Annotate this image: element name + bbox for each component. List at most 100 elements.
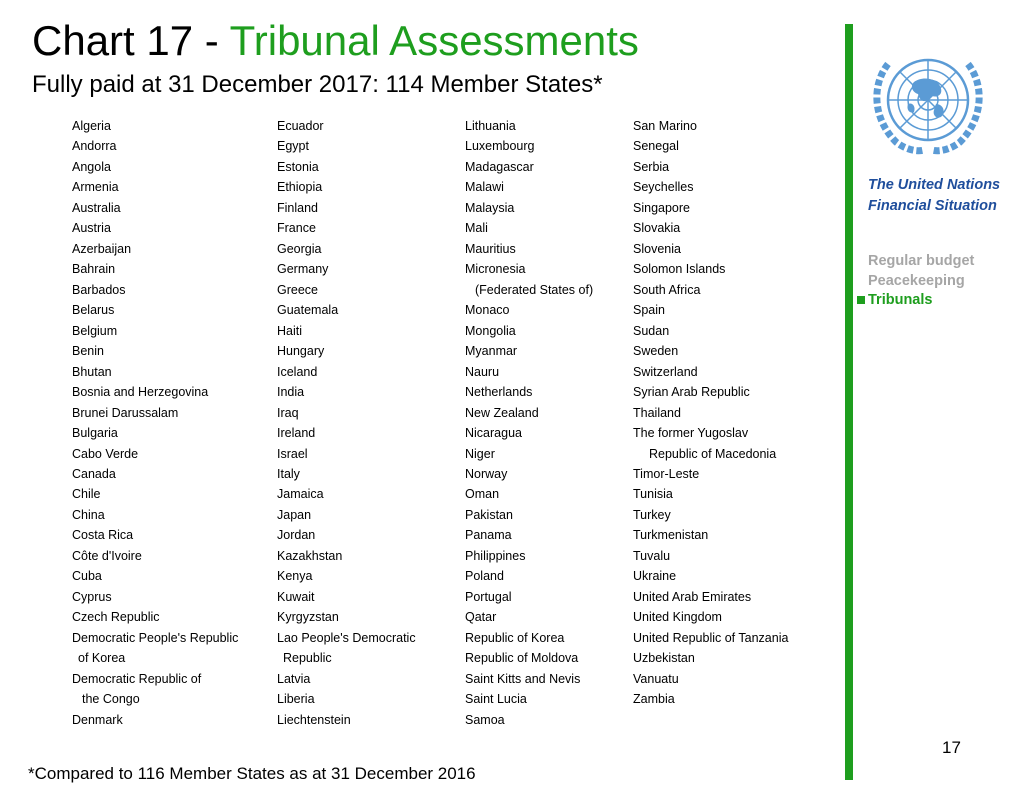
list-item: India (277, 385, 305, 400)
list-item: Ethiopia (277, 180, 323, 195)
list-item: Greece (277, 282, 318, 297)
list-item: Brunei Darussalam (72, 405, 179, 420)
list-item: Serbia (633, 159, 670, 174)
list-item: Jamaica (277, 487, 324, 502)
sidebar-title-line-1: The United Nations (868, 177, 1001, 193)
list-item: Pakistan (465, 507, 513, 522)
list-item: Republic (283, 651, 332, 666)
list-item: Egypt (277, 139, 309, 154)
country-column-2: Ecuador Egypt Estonia Ethiopia Finland F… (277, 116, 416, 730)
active-bullet-icon (857, 296, 865, 304)
list-item: Latvia (277, 671, 311, 686)
sidebar-item-peacekeeping[interactable]: Peacekeeping (868, 272, 965, 289)
list-item: Liberia (277, 692, 315, 707)
list-item: Bhutan (72, 364, 112, 379)
list-item: Ireland (277, 426, 316, 441)
sidebar-item-regular-budget[interactable]: Regular budget (868, 253, 975, 269)
list-item: Turkmenistan (633, 528, 709, 543)
list-item: Barbados (72, 282, 126, 297)
list-item: Ecuador (277, 119, 324, 133)
list-item: Slovenia (633, 241, 681, 256)
list-item: the Congo (82, 692, 140, 707)
list-item: France (277, 221, 316, 236)
list-item: Israel (277, 446, 308, 461)
list-item: Tuvalu (633, 548, 671, 563)
list-item: Sudan (633, 323, 670, 338)
list-item: Iceland (277, 364, 318, 379)
list-item: Italy (277, 466, 300, 481)
list-item: San Marino (633, 119, 697, 133)
list-item: Timor-Leste (633, 466, 700, 481)
list-item: China (72, 507, 105, 522)
list-item: Myanmar (465, 344, 518, 359)
list-item: Kuwait (277, 589, 315, 604)
list-item: Kyrgyzstan (277, 610, 339, 625)
list-item: Thailand (633, 405, 681, 420)
list-item: United Republic of Tanzania (633, 630, 789, 645)
list-item: Cyprus (72, 589, 112, 604)
list-item: New Zealand (465, 405, 539, 420)
list-item: Switzerland (633, 364, 698, 379)
list-item: Niger (465, 446, 495, 461)
list-item: United Kingdom (633, 610, 722, 625)
list-item: Kazakhstan (277, 548, 343, 563)
list-item: Hungary (277, 344, 325, 359)
list-item: Japan (277, 507, 312, 522)
list-item: Bahrain (72, 262, 116, 277)
list-item: Canada (72, 466, 116, 481)
list-item: Lithuania (465, 119, 516, 133)
page-title: Chart 17 - Tribunal Assessments (32, 16, 639, 66)
list-item: Finland (277, 200, 318, 215)
list-item: Oman (465, 487, 500, 502)
list-item: United Arab Emirates (633, 589, 752, 604)
sidebar-item-tribunals[interactable]: Tribunals (857, 291, 974, 311)
list-item: (Federated States of) (475, 282, 594, 297)
un-emblem-icon (873, 58, 983, 155)
list-item: Senegal (633, 139, 679, 154)
list-item: Republic of Macedonia (649, 446, 777, 461)
country-column-3: Lithuania Luxembourg Madagascar Malawi M… (465, 116, 593, 730)
list-item: South Africa (633, 282, 701, 297)
sidebar-title: The United Nations Financial Situation (868, 175, 1000, 217)
list-item: Democratic Republic of (72, 671, 202, 686)
list-item: Cuba (72, 569, 102, 584)
list-item: Saint Kitts and Nevis (465, 671, 581, 686)
list-item: Qatar (465, 610, 497, 625)
list-item: Algeria (72, 119, 111, 133)
sidebar-item-label: Tribunals (868, 292, 933, 308)
list-item: Monaco (465, 303, 510, 318)
list-item: Netherlands (465, 385, 533, 400)
list-item: Solomon Islands (633, 262, 726, 277)
list-item: Costa Rica (72, 528, 134, 543)
list-item: Andorra (72, 139, 117, 154)
footnote: *Compared to 116 Member States as at 31 … (28, 764, 476, 783)
list-item: Vanuatu (633, 671, 679, 686)
page-subtitle: Fully paid at 31 December 2017: 114 Memb… (32, 71, 603, 98)
page-number: 17 (942, 738, 961, 757)
list-item: of Korea (78, 651, 126, 666)
list-item: Micronesia (465, 262, 526, 277)
list-item: Chile (72, 487, 101, 502)
list-item: Estonia (277, 159, 319, 174)
list-item: Mongolia (465, 323, 516, 338)
list-item: Haiti (277, 323, 303, 338)
list-item: Sweden (633, 344, 679, 359)
list-item: Germany (277, 262, 329, 277)
list-item: Seychelles (633, 180, 694, 195)
list-item: Liechtenstein (277, 712, 351, 727)
list-item: Turkey (633, 507, 671, 522)
list-item: Belarus (72, 303, 115, 318)
list-item: Angola (72, 159, 111, 174)
list-item: Australia (72, 200, 121, 215)
list-item: Mauritius (465, 241, 516, 256)
list-item: Poland (465, 569, 504, 584)
list-item: Belgium (72, 323, 118, 338)
title-prefix: Chart 17 - (32, 17, 230, 64)
list-item: Nauru (465, 364, 500, 379)
divider-bar (845, 24, 853, 780)
list-item: Tunisia (633, 487, 673, 502)
list-item: Cabo Verde (72, 446, 139, 461)
list-item: Benin (72, 344, 104, 359)
sidebar-title-line-2: Financial Situation (868, 198, 997, 214)
list-item: Portugal (465, 589, 512, 604)
